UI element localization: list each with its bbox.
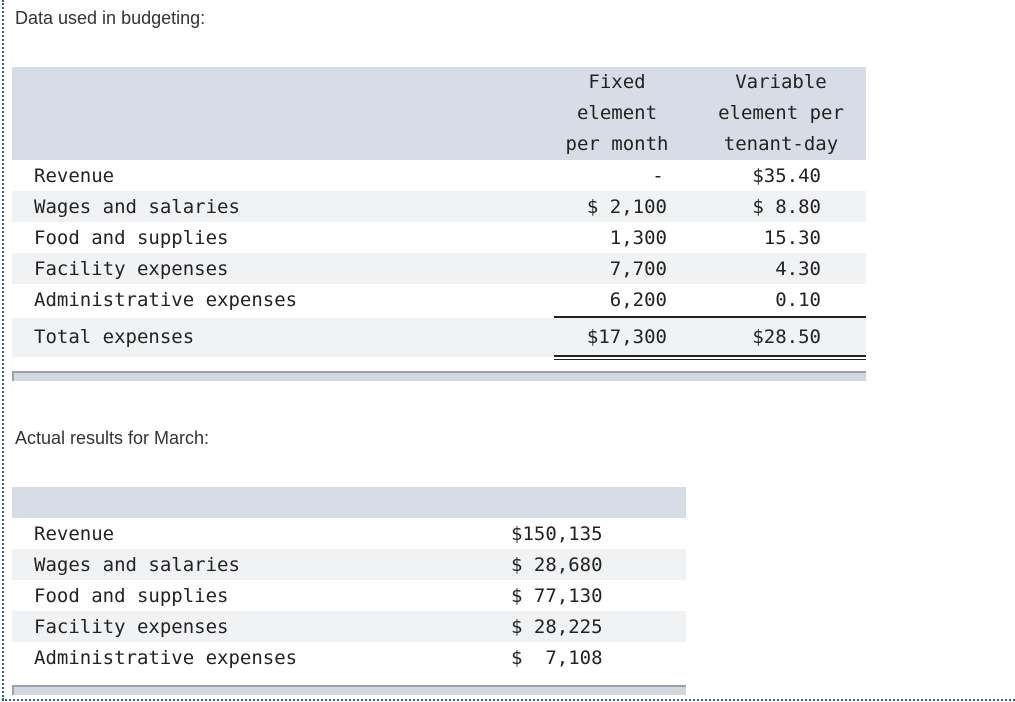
cell-value: $ 77,130 xyxy=(511,584,603,607)
cell-value: - xyxy=(652,164,664,187)
column-header: Fixed xyxy=(588,70,646,93)
double-rule xyxy=(554,355,866,357)
cell-value: 7,700 xyxy=(609,257,667,280)
column-header: element xyxy=(576,101,658,124)
frame-border xyxy=(2,699,1015,701)
row-label: Revenue xyxy=(34,522,115,545)
row-stripe xyxy=(12,611,686,642)
cell-value: 4.30 xyxy=(775,257,821,280)
table-footer xyxy=(12,371,866,381)
row-stripe xyxy=(12,191,866,222)
row-stripe xyxy=(12,253,866,284)
section-title: Actual results for March: xyxy=(15,428,210,448)
row-stripe xyxy=(12,318,866,357)
frame-border xyxy=(2,0,4,700)
table-header xyxy=(12,67,866,160)
column-header: per month xyxy=(565,132,669,155)
table-footer xyxy=(12,685,686,695)
column-header: tenant-day xyxy=(723,132,839,155)
section-title: Data used in budgeting: xyxy=(15,8,206,28)
cell-value: $ 28,680 xyxy=(511,553,603,576)
row-label: Total expenses xyxy=(34,325,195,348)
cell-value: 15.30 xyxy=(763,226,821,249)
table-header xyxy=(12,487,686,518)
row-label: Administrative expenses xyxy=(34,288,298,311)
cell-value: $ 8.80 xyxy=(752,195,821,218)
cell-value: 6,200 xyxy=(609,288,667,311)
cell-value: $ 2,100 xyxy=(586,195,667,218)
column-header: element per xyxy=(718,101,844,124)
total-value: $28.50 xyxy=(752,325,821,348)
cell-value: 1,300 xyxy=(609,226,667,249)
row-label: Facility expenses xyxy=(34,257,229,280)
cell-value: $150,135 xyxy=(511,522,603,545)
row-label: Revenue xyxy=(34,164,115,187)
column-header: Variable xyxy=(735,70,827,93)
row-label: Wages and salaries xyxy=(34,195,240,218)
cell-value: $ 28,225 xyxy=(511,615,603,638)
sum-rule xyxy=(554,316,866,318)
total-value: $17,300 xyxy=(586,325,667,348)
row-stripe xyxy=(12,549,686,580)
cell-value: $35.40 xyxy=(752,164,821,187)
cell-value: 0.10 xyxy=(775,288,821,311)
row-label: Administrative expenses xyxy=(34,646,298,669)
row-label: Wages and salaries xyxy=(34,553,240,576)
row-label: Facility expenses xyxy=(34,615,229,638)
row-label: Food and supplies xyxy=(34,226,229,249)
double-rule xyxy=(554,359,866,360)
row-label: Food and supplies xyxy=(34,584,229,607)
cell-value: $ 7,108 xyxy=(511,646,603,669)
